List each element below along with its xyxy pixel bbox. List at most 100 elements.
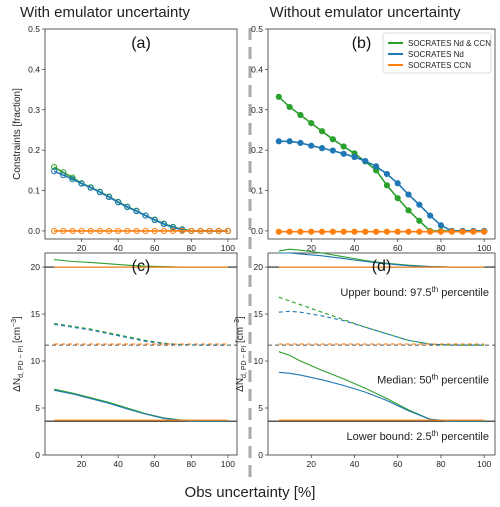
data-point	[60, 172, 67, 179]
y-axis-label: ΔNd, PD − PI [cm−3]	[234, 316, 248, 392]
series-line	[53, 389, 228, 422]
data-point	[308, 142, 315, 149]
x-tick-label: 80	[187, 459, 197, 469]
data-point	[372, 163, 380, 170]
data-point	[286, 138, 293, 145]
data-point	[405, 207, 412, 214]
data-point	[78, 227, 85, 235]
y-tick-label: 0.4	[28, 64, 40, 74]
x-axis-label: Obs uncertainty [%]	[185, 484, 316, 501]
data-point	[215, 227, 222, 235]
x-tick-label: 60	[393, 459, 403, 469]
y-tick-label: 0	[258, 450, 263, 460]
y-tick-label: 0.2	[28, 145, 40, 155]
x-tick-label: 40	[350, 243, 360, 253]
data-point	[340, 150, 347, 157]
x-tick-label: 20	[307, 243, 317, 253]
data-point	[197, 227, 204, 235]
data-point	[372, 228, 380, 235]
data-point	[340, 228, 347, 235]
y-tick-label: 0.4	[251, 64, 263, 74]
data-point	[437, 222, 445, 229]
data-point	[405, 191, 412, 198]
panel-a: 20 40 60 80 100 0.0 0.1 0.2 0.3 0.4 0.5 Constraints…	[12, 24, 238, 253]
data-point	[329, 228, 336, 235]
panel-label: (d)	[372, 258, 392, 275]
data-point	[105, 193, 113, 201]
data-point	[105, 227, 113, 235]
y-tick-label: 0.0	[251, 226, 263, 236]
data-point	[224, 227, 231, 235]
annotation-upper: Upper bound: 97.5th percentile	[340, 285, 489, 299]
data-point	[318, 145, 326, 152]
panel-b: 20 40 60 80 100 0.0 0.1 0.2 0.3 0.4 0.5 (b) SOCRATES…	[251, 24, 496, 253]
y-tick-label: 0.1	[251, 186, 263, 196]
data-point	[297, 111, 304, 119]
y-tick-label: 5	[35, 403, 40, 413]
header-left: With emulator uncertainty	[20, 4, 191, 21]
panel-d: 20 40 60 80 100 0 5 10 15 20 ΔNd, PD − PI [cm−3] (d…	[234, 248, 496, 469]
data-point	[448, 228, 455, 235]
data-point	[51, 168, 58, 175]
data-point	[69, 227, 76, 235]
data-point	[405, 228, 412, 235]
series-line	[278, 371, 485, 422]
data-point	[459, 228, 466, 235]
series-line	[54, 323, 228, 346]
data-point	[151, 216, 158, 224]
x-tick-label: 80	[436, 459, 446, 469]
x-tick-label: 20	[307, 459, 317, 469]
data-point	[142, 212, 149, 219]
data-point	[286, 228, 293, 235]
data-point	[169, 224, 177, 231]
y-tick-label: 0.1	[28, 186, 40, 196]
data-point	[394, 228, 401, 235]
legend-label: SOCRATES Nd	[408, 50, 464, 59]
legend-box	[382, 32, 492, 74]
data-point	[60, 227, 67, 235]
data-point	[394, 195, 401, 202]
data-point	[416, 201, 423, 208]
data-point	[275, 228, 282, 235]
data-point	[51, 227, 58, 235]
data-point	[383, 228, 391, 235]
data-point	[124, 203, 131, 211]
x-tick-label: 100	[477, 243, 491, 253]
annotation-median: Median: 50th percentile	[377, 373, 489, 387]
y-tick-label: 0.5	[28, 24, 40, 34]
x-tick-label: 20	[77, 243, 87, 253]
data-point	[329, 136, 336, 143]
series-line	[278, 310, 485, 346]
data-point	[96, 227, 103, 235]
y-tick-label: 0.5	[251, 24, 263, 34]
series-line	[278, 96, 485, 232]
data-point	[160, 227, 167, 235]
x-tick-label: 100	[477, 459, 491, 469]
data-point	[179, 227, 186, 235]
data-point	[275, 93, 282, 100]
data-point	[329, 147, 336, 154]
panel-label: (a)	[131, 35, 151, 52]
data-point	[133, 208, 140, 215]
series-line	[54, 322, 228, 346]
legend-label: SOCRATES Nd & CCN	[408, 39, 491, 48]
series-line	[53, 166, 228, 232]
data-point	[362, 228, 369, 235]
legend-label: SOCRATES CCN	[408, 61, 471, 70]
data-point	[427, 228, 434, 235]
y-tick-label: 15	[254, 309, 264, 319]
x-tick-label: 40	[113, 459, 123, 469]
data-point	[470, 228, 477, 235]
series-line	[53, 388, 228, 422]
x-tick-label: 20	[77, 459, 87, 469]
data-point	[427, 212, 434, 219]
data-point	[340, 143, 347, 150]
x-tick-label: 80	[436, 243, 446, 253]
data-point	[416, 217, 423, 224]
data-point	[394, 180, 401, 187]
y-tick-label: 5	[258, 403, 263, 413]
y-tick-label: 10	[254, 356, 264, 366]
x-tick-label: 60	[150, 243, 160, 253]
panel-label: (b)	[352, 35, 372, 52]
